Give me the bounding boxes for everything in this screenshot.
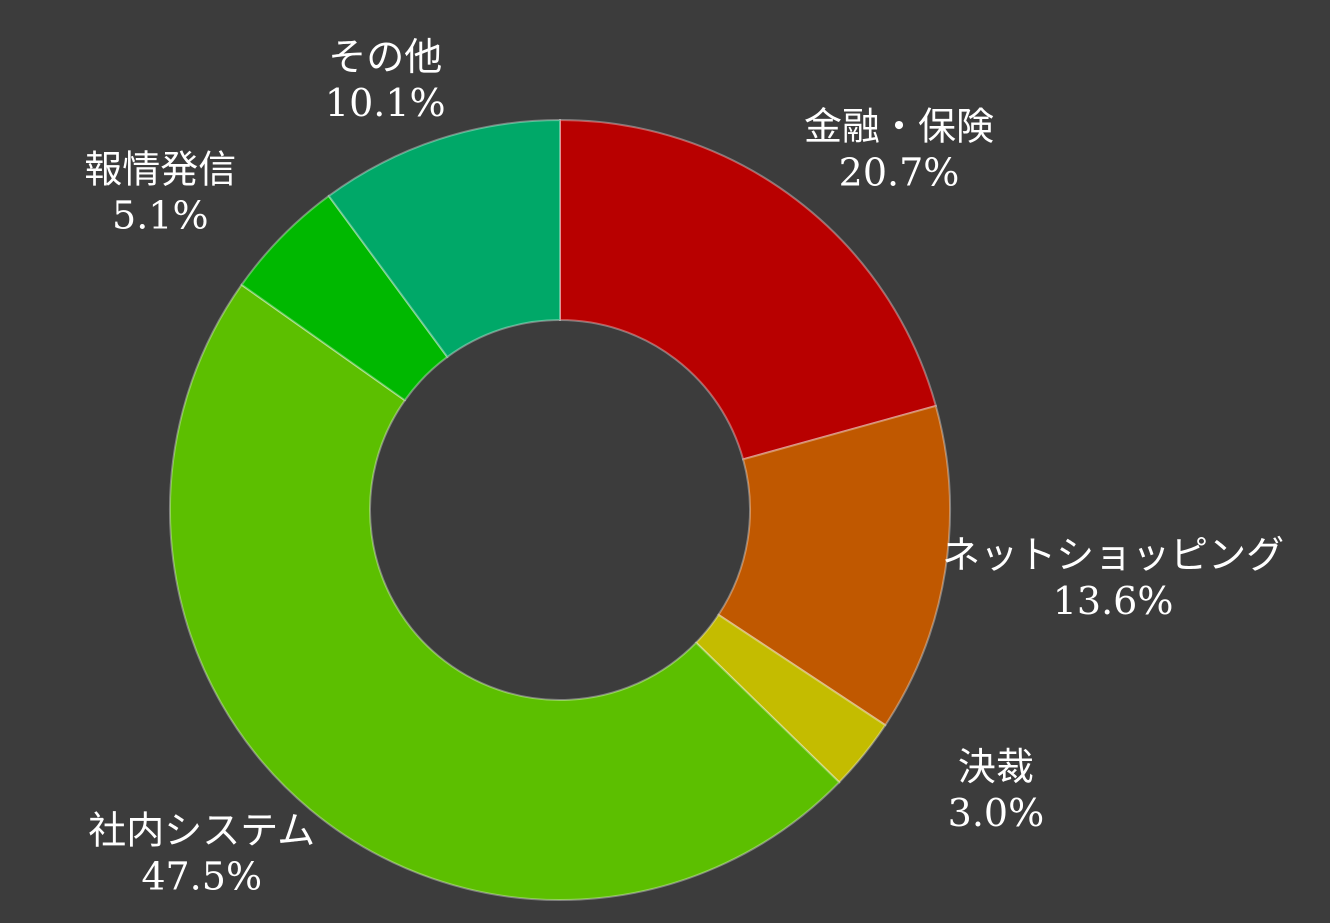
donut (169, 118, 951, 901)
slice-value: 13.6% (1053, 579, 1174, 623)
slice (559, 118, 938, 461)
slice-value: 5.1% (112, 193, 209, 237)
slice-value: 10.1% (325, 81, 446, 125)
slice-label: ネットショッピング (942, 533, 1284, 577)
slice-label: 報情発信 (84, 147, 236, 191)
slice (694, 613, 887, 784)
slice-label: その他 (328, 35, 442, 79)
slice-value: 20.7% (839, 150, 960, 194)
slice-value: 3.0% (948, 791, 1045, 835)
slice (169, 283, 841, 901)
slice (717, 404, 951, 727)
slice-label: 社内システム (88, 808, 315, 852)
slice-value: 47.5% (141, 854, 262, 898)
slice-label: 金融・保険 (804, 104, 994, 148)
slice-label: 決裁 (958, 745, 1034, 789)
slice (327, 118, 561, 359)
